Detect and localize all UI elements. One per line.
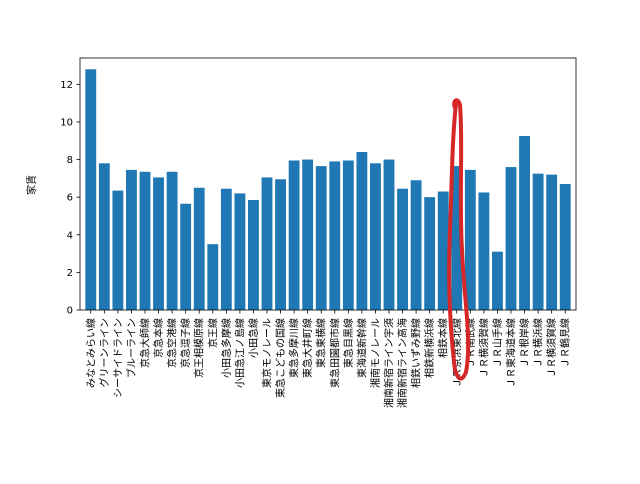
x-tick-label: ＪＲ山手線 — [491, 318, 504, 368]
x-tick-label: 東急目黒線 — [342, 318, 355, 368]
x-tick-label: 小田急多摩線 — [220, 318, 233, 378]
x-tick-label: 東京モノレール — [261, 318, 274, 388]
bar-26 — [424, 197, 436, 310]
x-tick-label: 小田急江ノ島線 — [233, 318, 246, 388]
x-tick-label: 湘南モノレール — [369, 318, 382, 388]
bar-7 — [166, 171, 178, 310]
bar-35 — [546, 174, 558, 310]
bar-22 — [370, 163, 381, 310]
ticks-layer: みなとみらい線 グリーンライン シーサイドライン ブルーライン 京急大師線 京急本線 京急空… — [60, 80, 571, 408]
x-tick-label: 京急大師線 — [139, 318, 152, 368]
bar-32 — [505, 167, 517, 310]
y-tick-label: 6 — [67, 193, 73, 204]
bar-24 — [397, 188, 408, 310]
bar-4 — [126, 169, 137, 310]
bar-16 — [288, 160, 300, 310]
x-tick-label: 相鉄本線 — [437, 318, 450, 358]
x-tick-label: 京急空港線 — [166, 318, 179, 368]
x-tick-label: 京急逗子線 — [179, 318, 192, 368]
bar-23 — [383, 159, 395, 310]
x-tick-label: 東急こどもの国線 — [274, 318, 287, 398]
x-tick-label: ＪＲ鶴見線 — [559, 318, 572, 368]
x-tick-label: 東急大井町線 — [301, 318, 314, 378]
bar-12 — [234, 193, 246, 310]
bar-5 — [139, 171, 151, 310]
y-tick-label: 10 — [60, 117, 73, 128]
bar-3 — [112, 190, 124, 310]
bar-33 — [519, 136, 530, 310]
bar-21 — [356, 152, 368, 310]
x-tick-label: 京王相模原線 — [193, 318, 206, 378]
bar-9 — [193, 187, 205, 310]
bar-34 — [532, 173, 544, 310]
x-tick-label: みなとみらい線 — [84, 318, 97, 388]
y-tick-label: 0 — [67, 306, 73, 317]
bar-6 — [153, 177, 164, 310]
plot-frame — [79, 57, 577, 311]
x-tick-label: 湘南新宿ライン高海 — [396, 318, 409, 408]
bar-10 — [207, 244, 219, 310]
x-tick-label: ＪＲ東海道本線 — [505, 318, 518, 388]
bar-8 — [180, 203, 192, 310]
y-tick-label: 4 — [67, 230, 73, 241]
x-tick-label: グリーンライン — [98, 318, 111, 388]
bar-1 — [85, 69, 97, 310]
annotation-layer — [447, 98, 471, 381]
y-tick-label: 12 — [60, 80, 73, 91]
hand-drawn-ellipse-annotation — [447, 98, 471, 381]
bar-17 — [302, 159, 314, 310]
x-tick-label: シーサイドライン — [112, 318, 124, 398]
x-tick-label: ＪＲ横浜線 — [532, 318, 545, 368]
bar-27 — [437, 191, 449, 310]
bar-15 — [275, 179, 286, 310]
x-tick-label: 小田急線 — [247, 318, 260, 358]
x-tick-label: 相鉄いずみ野線 — [410, 318, 423, 388]
y-tick-label: 2 — [67, 268, 73, 279]
bar-14 — [261, 177, 273, 310]
bar-30 — [478, 192, 490, 310]
bar-11 — [220, 188, 232, 310]
bar-19 — [329, 161, 341, 310]
bar-28 — [451, 166, 463, 310]
bars-layer — [85, 69, 571, 310]
bar-31 — [492, 251, 503, 310]
x-tick-label: 東急多摩川線 — [288, 318, 301, 378]
axes-layer — [79, 57, 577, 311]
bar-18 — [315, 166, 327, 310]
x-tick-label: ＪＲ横須賀線 — [545, 318, 558, 378]
bar-29 — [464, 169, 476, 310]
x-tick-label: 京急本線 — [152, 318, 165, 358]
x-tick-label: 東急田園都市線 — [328, 318, 341, 388]
x-tick-label: 京王線 — [206, 318, 219, 348]
x-tick-label: ＪＲ横須賀線 — [477, 318, 490, 378]
bar-20 — [342, 160, 354, 310]
bar-25 — [410, 180, 422, 310]
x-tick-label: ＪＲ根岸線 — [518, 318, 531, 368]
y-tick-label: 8 — [67, 155, 73, 166]
bar-36 — [559, 184, 571, 310]
y-axis-label: 家賃 — [25, 175, 38, 195]
bar-13 — [248, 199, 259, 310]
x-tick-label: 東海道新幹線 — [355, 318, 368, 378]
bar-2 — [98, 163, 110, 310]
x-tick-label: 湘南新宿ライン宇須 — [383, 318, 396, 408]
x-tick-label: 相鉄新横浜線 — [423, 318, 436, 378]
x-tick-label: ブルーライン — [125, 318, 138, 378]
x-tick-label: 東急東横線 — [315, 318, 328, 368]
